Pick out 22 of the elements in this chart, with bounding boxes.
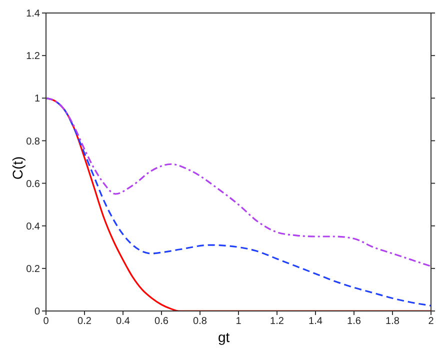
y-tick-label: 0.6 bbox=[26, 178, 40, 190]
x-tick-label: 1.8 bbox=[386, 316, 400, 328]
x-tick-label: 1.4 bbox=[308, 316, 323, 328]
y-tick-label: 1.4 bbox=[26, 8, 40, 20]
x-tick-label: 0.6 bbox=[154, 316, 169, 328]
x-tick-label: 0.8 bbox=[193, 316, 208, 328]
y-tick-label: 1.2 bbox=[26, 51, 40, 62]
y-tick-label: 0.2 bbox=[26, 264, 40, 275]
x-axis-title: gt bbox=[218, 329, 230, 345]
x-tick-label: 1 bbox=[236, 316, 242, 328]
y-axis-title: C(t) bbox=[10, 156, 26, 180]
y-tick-label: 0.4 bbox=[26, 221, 40, 232]
x-tick-label: 1.2 bbox=[270, 316, 284, 328]
x-tick-label: 1.6 bbox=[347, 316, 362, 328]
line-series bbox=[46, 97, 431, 268]
x-tick-label: 2 bbox=[428, 316, 434, 328]
y-tick-label: 1 bbox=[34, 94, 40, 105]
x-tick-label: 0.4 bbox=[116, 316, 130, 328]
x-tick-label: 0.2 bbox=[78, 316, 92, 328]
y-tick-label: 0 bbox=[34, 306, 40, 318]
y-tick-label: 0.8 bbox=[26, 136, 40, 148]
x-tick-label: 0 bbox=[43, 316, 50, 328]
